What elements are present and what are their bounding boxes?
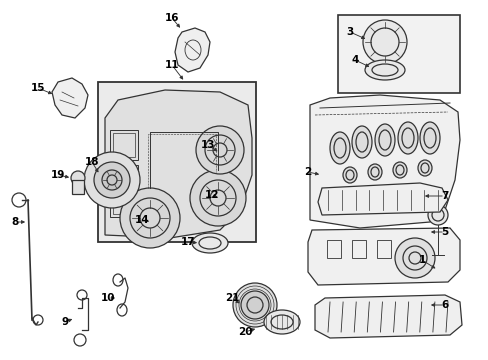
Ellipse shape	[342, 167, 356, 183]
Bar	[110, 195, 138, 217]
Ellipse shape	[232, 283, 276, 327]
Ellipse shape	[362, 20, 406, 64]
Bar	[72, 180, 84, 194]
Bar	[337, 15, 459, 93]
Ellipse shape	[392, 162, 406, 178]
Ellipse shape	[94, 162, 130, 198]
Ellipse shape	[394, 238, 434, 278]
Text: 2: 2	[304, 167, 311, 177]
Bar	[113, 168, 135, 192]
Text: 19: 19	[51, 170, 65, 180]
Polygon shape	[105, 90, 251, 238]
Polygon shape	[175, 28, 209, 72]
Polygon shape	[317, 183, 447, 215]
Text: 18: 18	[84, 157, 99, 167]
Text: 5: 5	[441, 227, 447, 237]
Bar	[113, 198, 135, 214]
Ellipse shape	[264, 310, 299, 334]
Ellipse shape	[196, 126, 244, 174]
Ellipse shape	[190, 170, 245, 226]
Text: 14: 14	[134, 215, 149, 225]
Bar	[110, 165, 138, 195]
Ellipse shape	[71, 171, 85, 185]
Polygon shape	[309, 95, 459, 228]
Bar	[351, 240, 365, 258]
Polygon shape	[307, 228, 459, 285]
Text: 4: 4	[350, 55, 358, 65]
Polygon shape	[52, 78, 88, 118]
Text: 21: 21	[224, 293, 239, 303]
Ellipse shape	[84, 152, 140, 208]
Bar	[98, 82, 256, 242]
Ellipse shape	[364, 60, 404, 80]
Text: 8: 8	[11, 217, 19, 227]
Text: 9: 9	[61, 317, 68, 327]
Ellipse shape	[417, 160, 431, 176]
Bar	[113, 133, 135, 157]
Bar	[110, 130, 138, 160]
Ellipse shape	[367, 164, 381, 180]
Bar	[376, 240, 390, 258]
Ellipse shape	[351, 126, 371, 158]
Ellipse shape	[241, 291, 268, 319]
Bar	[326, 240, 340, 258]
Ellipse shape	[374, 124, 394, 156]
Ellipse shape	[419, 122, 439, 154]
Ellipse shape	[329, 132, 349, 164]
Ellipse shape	[427, 205, 447, 225]
Ellipse shape	[102, 170, 122, 190]
Text: 7: 7	[440, 191, 448, 201]
Text: 13: 13	[201, 140, 215, 150]
Text: 12: 12	[204, 190, 219, 200]
Text: 3: 3	[346, 27, 353, 37]
Polygon shape	[314, 295, 461, 338]
Ellipse shape	[397, 122, 417, 154]
Ellipse shape	[120, 188, 180, 248]
Text: 20: 20	[237, 327, 252, 337]
Text: 15: 15	[31, 83, 45, 93]
Ellipse shape	[192, 233, 227, 253]
Text: 11: 11	[164, 60, 179, 70]
Text: 16: 16	[164, 13, 179, 23]
Text: 1: 1	[418, 255, 425, 265]
Text: 17: 17	[181, 237, 195, 247]
Text: 6: 6	[441, 300, 447, 310]
Text: 10: 10	[101, 293, 115, 303]
